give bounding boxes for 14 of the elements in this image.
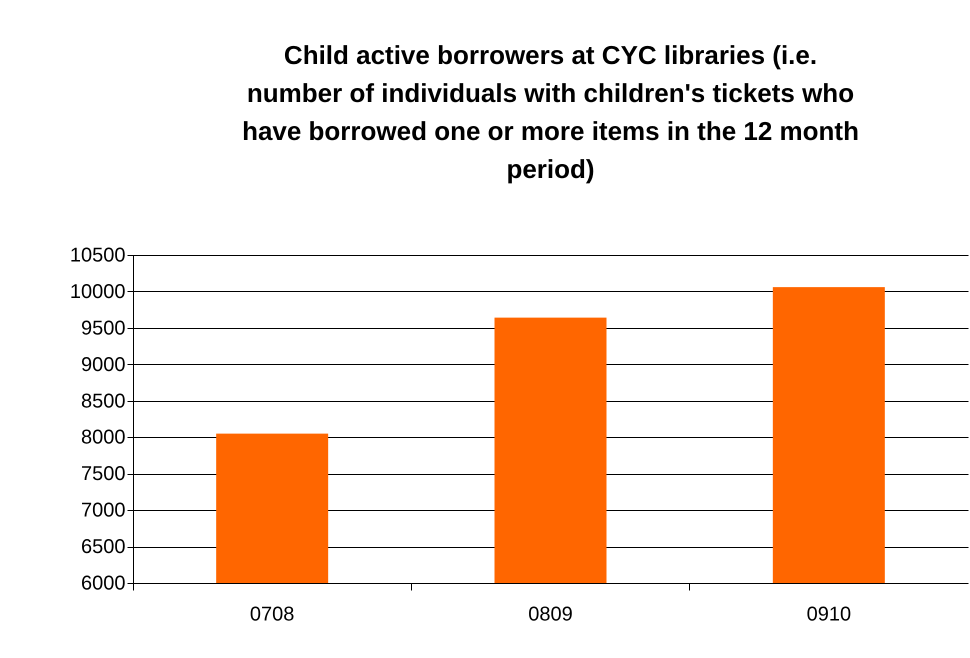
y-tick-label: 6000: [81, 572, 126, 594]
y-tick-label: 8000: [81, 426, 126, 449]
y-tick-label: 8500: [81, 390, 126, 412]
y-tick-label: 7500: [81, 463, 126, 486]
x-tick-label: 0910: [806, 604, 852, 626]
y-tick-label: 6500: [81, 536, 126, 558]
y-tick-label: 7000: [81, 500, 126, 522]
chart-title: Child active borrowers at CYC libraries (i.e. number of individuals with children's tickets who have borrowed one or more items in the 12 month period): [242, 40, 859, 184]
x-tick-label: 0708: [250, 604, 294, 626]
y-tick-label: 10500: [70, 244, 126, 266]
y-tick-label: 10000: [70, 280, 126, 303]
y-tick-label: 9500: [81, 317, 126, 340]
y-tick-label: 9000: [81, 354, 126, 376]
x-tick-label: 0809: [528, 604, 573, 626]
